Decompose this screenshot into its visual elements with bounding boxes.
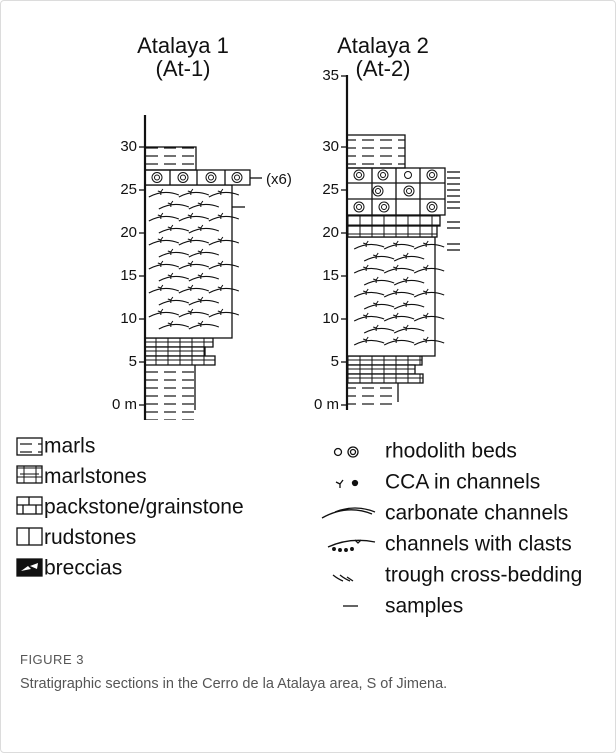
- page: {"figure": { "sections": [ {"title": "At…: [0, 0, 616, 753]
- lithology-legend-label: marls: [44, 435, 95, 458]
- section-code: (At-1): [156, 56, 211, 81]
- symbol-legend-label: carbonate channels: [385, 502, 568, 525]
- lithology-legend-label: rudstones: [44, 526, 136, 549]
- figure-caption: Stratigraphic sections in the Cerro de l…: [20, 673, 470, 695]
- scale-label: 5: [331, 353, 339, 370]
- stratigraphic-figure: Atalaya 1 (At-1) Atalaya 2 (At-2) (x6): [0, 0, 616, 640]
- scale-label: 30: [120, 138, 137, 155]
- scale-label: 35: [322, 67, 339, 84]
- figure-label: FIGURE 3: [20, 652, 84, 667]
- scale-label: 25: [322, 181, 339, 198]
- lithology-legend-label: breccias: [44, 557, 122, 580]
- scale-label: 5: [129, 353, 137, 370]
- scale-label: 15: [322, 267, 339, 284]
- symbol-legend-label: rhodolith beds: [385, 440, 517, 463]
- section-code: (At-2): [356, 56, 411, 81]
- symbol-icons: [322, 447, 375, 606]
- symbol-legend-label: channels with clasts: [385, 533, 572, 556]
- scale-label: 30: [322, 138, 339, 155]
- lithology-legend-label: marlstones: [44, 465, 147, 488]
- lithology-icons: [17, 438, 42, 576]
- lithology-legend-label: packstone/grainstone: [44, 496, 244, 519]
- symbol-legend-label: trough cross-bedding: [385, 564, 582, 587]
- scale-label: 20: [322, 224, 339, 241]
- scale-label: 10: [322, 310, 339, 327]
- section-title: Atalaya 2: [337, 33, 429, 58]
- scale-label: 10: [120, 310, 137, 327]
- scale-label: 0 m: [112, 396, 137, 413]
- section-1-column: [145, 147, 262, 420]
- scale-label: 20: [120, 224, 137, 241]
- scale-label: 25: [120, 181, 137, 198]
- scale-label: 0 m: [314, 396, 339, 413]
- sample-note: (x6): [266, 171, 292, 188]
- symbol-legend-label: samples: [385, 595, 463, 618]
- section-title: Atalaya 1: [137, 33, 229, 58]
- scale-label: 15: [120, 267, 137, 284]
- symbol-legend-label: CCA in channels: [385, 471, 540, 494]
